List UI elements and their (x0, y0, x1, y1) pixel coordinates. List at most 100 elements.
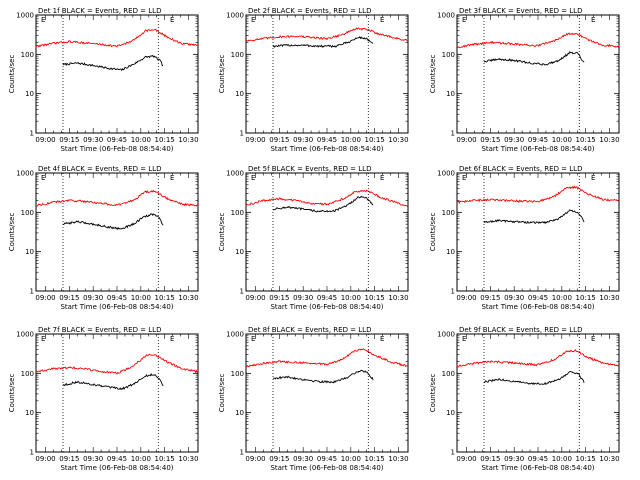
panel-9-x-tick-label: 10:00 (552, 455, 572, 463)
panel-9-y-tick-label: 10 (446, 409, 455, 417)
panel-8-y-tick-label: 10 (235, 409, 244, 417)
panel-6-x-tick-label: 09:00 (456, 294, 476, 302)
panel-9-x-tick-label: 10:15 (576, 455, 596, 463)
panel-9-corner-marker: E (462, 335, 466, 343)
panel-4-y-axis-label: Counts/sec (8, 213, 16, 252)
panel-5-x-tick-label: 10:00 (341, 294, 361, 302)
panel-7: Det 7f BLACK = Events, RED = LLD 1 10 100 10… (8, 326, 199, 472)
panel-5-title: Det 5f BLACK = Events, RED = LLD (248, 165, 371, 173)
panel-1-y-axis-label: Counts/sec (8, 55, 16, 94)
panel-8-corner-marker: E (251, 335, 255, 343)
panel-1-y-tick-label: 1000 (16, 12, 34, 20)
panel-2-x-tick-label: 09:30 (293, 136, 313, 144)
panel-6-x-axis-label: Start Time (06-Feb-08 08:54:40) (481, 303, 594, 311)
panel-6-series-lld (456, 185, 620, 205)
panel-5-x-axis-label: Start Time (06-Feb-08 08:54:40) (270, 303, 383, 311)
panel-3-x-tick-label: 09:45 (528, 136, 548, 144)
panel-8-y-tick-label: 1000 (226, 331, 244, 339)
panel-3-y-tick-label: 1 (451, 130, 455, 138)
panel-6-y-axis-label: Counts/sec (429, 213, 437, 252)
panel-2-corner-marker: E (251, 16, 255, 24)
panel-8-corner-marker: E (380, 335, 384, 343)
panel-1-series-events (62, 54, 164, 72)
panel-2-y-tick-label: 100 (231, 51, 244, 59)
panel-7-plot-frame (35, 333, 199, 453)
panel-3-x-axis-label: Start Time (06-Feb-08 08:54:40) (481, 145, 594, 153)
panel-1-y-tick-label: 10 (25, 90, 34, 98)
panel-3-plot-frame (456, 14, 620, 134)
panel-7-y-axis-label: Counts/sec (8, 374, 16, 413)
panel-8-series-lld (245, 348, 409, 368)
panel-3-x-tick-label: 09:15 (480, 136, 500, 144)
panel-7-y-tick-label: 10 (25, 409, 34, 417)
panel-2-x-tick-label: 10:00 (341, 136, 361, 144)
panel-5-y-axis-label: Counts/sec (218, 213, 226, 252)
panel-7-x-tick-label: 10:00 (131, 455, 151, 463)
panel-5-series-lld (245, 189, 409, 208)
panel-2-x-tick-label: 09:15 (269, 136, 289, 144)
panel-6-corner-marker: E (591, 174, 595, 182)
panel-6-series-events (483, 209, 585, 225)
panel-1-corner-marker: E (170, 16, 174, 24)
panel-9-x-axis-label: Start Time (06-Feb-08 08:54:40) (481, 464, 594, 472)
panel-5-x-tick-label: 09:45 (317, 294, 337, 302)
panel-1-x-tick-label: 10:00 (131, 136, 151, 144)
panel-4-y-tick-label: 1000 (16, 170, 34, 178)
panel-8-x-tick-label: 10:15 (365, 455, 385, 463)
panel-3-y-tick-label: 100 (442, 51, 455, 59)
panel-6-y-tick-label: 100 (442, 209, 455, 217)
panel-4-x-tick-label: 09:45 (107, 294, 127, 302)
panel-3-y-tick-label: 10 (446, 90, 455, 98)
panel-8-x-tick-label: 09:45 (317, 455, 337, 463)
panel-6-x-tick-label: 10:00 (552, 294, 572, 302)
panel-9-x-tick-label: 09:30 (504, 455, 524, 463)
panel-9-y-tick-label: 1 (451, 449, 455, 457)
panel-1-x-tick-label: 09:15 (59, 136, 79, 144)
panel-4-plot-frame (35, 172, 199, 292)
panel-4-y-tick-label: 100 (21, 209, 34, 217)
panel-8-x-tick-label: 09:30 (293, 455, 313, 463)
panel-1-y-tick-label: 100 (21, 51, 34, 59)
panel-8-x-tick-label: 10:30 (388, 455, 408, 463)
panel-3-x-tick-label: 10:15 (576, 136, 596, 144)
panel-7-x-tick-label: 09:00 (35, 455, 55, 463)
panel-2-x-tick-label: 09:00 (245, 136, 265, 144)
panel-5-x-tick-label: 09:00 (245, 294, 265, 302)
panel-3: Det 3f BLACK = Events, RED = LLD 1 10 100 10… (429, 7, 620, 153)
panel-9-y-tick-label: 1000 (437, 331, 455, 339)
panel-4-x-axis-label: Start Time (06-Feb-08 08:54:40) (60, 303, 173, 311)
panel-5-y-tick-label: 10 (235, 248, 244, 256)
panel-2-series-events (272, 36, 374, 48)
panel-8: Det 8f BLACK = Events, RED = LLD 1 10 100 10… (218, 326, 409, 472)
panel-6-x-tick-label: 10:15 (576, 294, 596, 302)
panel-4-x-tick-label: 10:15 (155, 294, 175, 302)
panel-6-y-tick-label: 1000 (437, 170, 455, 178)
panel-4: Det 4f BLACK = Events, RED = LLD 1 10 100 10… (8, 165, 199, 311)
panel-9-y-axis-label: Counts/sec (429, 374, 437, 413)
panel-4-title: Det 4f BLACK = Events, RED = LLD (38, 165, 161, 173)
panel-3-x-tick-label: 10:00 (552, 136, 572, 144)
panel-8-series-events (273, 369, 374, 384)
panel-8-y-tick-label: 100 (231, 370, 244, 378)
panel-9-series-events (483, 371, 585, 386)
panel-1-series-lld (35, 28, 199, 48)
panel-7-x-tick-label: 09:45 (107, 455, 127, 463)
panel-2-y-axis-label: Counts/sec (218, 55, 226, 94)
panel-2-corner-marker: E (380, 16, 384, 24)
panel-4-x-tick-label: 09:00 (35, 294, 55, 302)
panel-5-corner-marker: E (251, 174, 255, 182)
panel-7-x-tick-label: 09:30 (83, 455, 103, 463)
panel-1: Det 1f BLACK = Events, RED = LLD 1 10 100 10… (8, 7, 199, 153)
panel-4-y-tick-label: 10 (25, 248, 34, 256)
panel-2-x-tick-label: 10:30 (388, 136, 408, 144)
panel-5-x-tick-label: 09:15 (269, 294, 289, 302)
panel-9-title: Det 9f BLACK = Events, RED = LLD (459, 326, 582, 334)
panel-8-title: Det 8f BLACK = Events, RED = LLD (248, 326, 371, 334)
panel-5-x-tick-label: 09:30 (293, 294, 313, 302)
panel-3-corner-marker: E (462, 16, 466, 24)
panel-7-x-tick-label: 09:15 (59, 455, 79, 463)
panel-1-plot-frame (35, 14, 199, 134)
panel-6: Det 6f BLACK = Events, RED = LLD 1 10 100 10… (429, 165, 620, 311)
panel-7-series-lld (35, 353, 199, 375)
panel-4-series-events (62, 213, 164, 231)
